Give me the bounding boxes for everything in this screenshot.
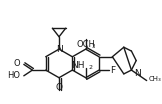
Text: N: N: [56, 45, 62, 54]
Text: 3: 3: [92, 44, 95, 49]
Text: O: O: [56, 83, 63, 92]
Text: HO: HO: [7, 71, 20, 80]
Text: O: O: [14, 59, 20, 68]
Text: OCH: OCH: [76, 40, 95, 49]
Text: CH₃: CH₃: [149, 76, 161, 82]
Text: N: N: [134, 69, 140, 78]
Text: F: F: [110, 66, 115, 75]
Text: NH: NH: [71, 61, 85, 70]
Text: 2: 2: [88, 65, 93, 70]
